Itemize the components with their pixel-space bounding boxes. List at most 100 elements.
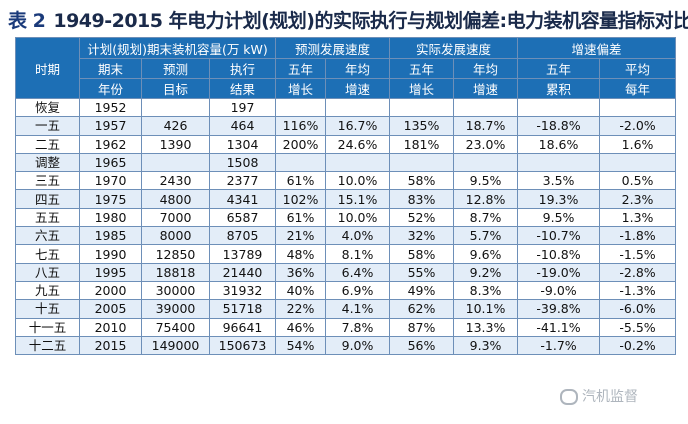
header-period: 时期 [15,37,80,99]
cell-a5: 87% [389,317,455,337]
table-row: 二五 1962 1390 1304 200% 24.6% 181% 23.0% 18.6% 1.6… [15,134,677,154]
table-row: 八五 1995 18818 21440 36% 6.4% 55% 9.2% -19.0% -2.8… [15,262,677,282]
cell-davg [599,152,677,173]
table-number: 表 2 [8,10,46,32]
header-group-forecast: 预测发展速度 [274,37,391,59]
cell-year: 2000 [79,280,142,301]
cell-davg: 0.5% [599,171,677,191]
watermark: 汽机监督 [560,386,670,410]
cell-a5: 58% [389,244,455,264]
cell-year: 2010 [79,317,142,337]
cell-davg: -1.8% [599,226,677,246]
cell-target: 7000 [141,207,210,228]
cell-aavg: 8.3% [453,280,519,301]
cell-dcum: -1.7% [517,335,601,356]
cell-f5: 22% [275,299,326,319]
table-row: 四五 1975 4800 4341 102% 15.1% 83% 12.8% 19.3% 2.3% [15,189,677,209]
cell-f5 [275,152,326,173]
cell-target: 30000 [141,280,210,301]
cell-result: 21440 [209,262,276,282]
header-group-capacity: 计划(规划)期末装机容量(万 kW) [79,37,276,59]
table-row: 调整 1965 1508 [15,152,677,173]
cell-target: 426 [141,116,210,136]
header-target-line1: 预测 [162,62,188,77]
cell-result: 1304 [209,134,276,154]
cell-dcum: -39.8% [517,299,601,319]
cell-result: 4341 [209,189,276,209]
cell-favg: 24.6% [324,134,391,154]
header-year-line2: 年份 [79,78,142,99]
cell-result: 13789 [209,244,276,264]
cell-year: 1995 [79,262,142,282]
cell-a5: 55% [389,262,455,282]
cell-favg [324,152,391,173]
cell-a5: 32% [389,226,455,246]
cell-aavg: 18.7% [453,116,519,136]
cell-aavg: 13.3% [453,317,519,337]
cell-favg: 6.9% [324,280,391,301]
cell-year: 1965 [79,152,142,173]
cell-year: 1990 [79,244,142,264]
cell-result: 1508 [209,152,276,173]
cell-davg: 2.3% [599,189,677,209]
cell-a5: 56% [389,335,455,356]
cell-period: 十一五 [15,317,80,337]
cell-favg: 7.8% [324,317,391,337]
cell-dcum: -18.8% [517,116,601,136]
table-row: 十二五 2015 149000 150673 54% 9.0% 56% 9.3% -1.7% -0… [15,335,677,356]
cell-aavg: 23.0% [453,134,519,154]
cell-davg: -0.2% [599,335,677,356]
cell-f5: 102% [275,189,326,209]
cell-target: 1390 [141,134,210,154]
cell-favg: 6.4% [324,262,391,282]
header-aavg-line1: 年均 [473,62,499,77]
header-result-line2: 结果 [209,78,276,99]
cell-davg: 1.3% [599,207,677,228]
cell-favg [324,97,391,118]
cell-target [141,152,210,173]
header-year-line1: 期末 [97,62,123,77]
cell-dcum: 18.6% [517,134,601,154]
cell-dcum: -10.7% [517,226,601,246]
cell-result: 150673 [209,335,276,356]
cell-year: 2005 [79,299,142,319]
cell-dcum: 9.5% [517,207,601,228]
cell-davg: -1.3% [599,280,677,301]
cell-f5: 46% [275,317,326,337]
cell-f5: 61% [275,207,326,228]
header-davg: 平均 [599,58,677,79]
wechat-icon [560,389,578,405]
cell-year: 1957 [79,116,142,136]
cell-f5: 40% [275,280,326,301]
table-row: 三五 1970 2430 2377 61% 10.0% 58% 9.5% 3.5% 0.5% [15,171,677,191]
table-title: 表 2 1949-2015 年电力计划(规划)的实际执行与规划偏差:电力装机容量指… [8,6,688,34]
header-favg-line2: 增速 [324,78,391,99]
cell-aavg: 5.7% [453,226,519,246]
cell-result: 31932 [209,280,276,301]
cell-favg: 8.1% [324,244,391,264]
cell-davg: -6.0% [599,299,677,319]
cell-a5: 58% [389,171,455,191]
cell-period: 三五 [15,171,80,191]
cell-period: 五五 [15,207,80,228]
cell-aavg: 9.2% [453,262,519,282]
cell-dcum: -10.8% [517,244,601,264]
cell-result: 197 [209,97,276,118]
cell-period: 四五 [15,189,80,209]
cell-favg: 15.1% [324,189,391,209]
cell-aavg [453,152,519,173]
cell-f5: 21% [275,226,326,246]
table-row: 恢复 1952 197 [15,97,677,118]
cell-year: 1985 [79,226,142,246]
capacity-comparison-table: 时期 计划(规划)期末装机容量(万 kW) 预测发展速度 实际发展速度 增速偏差… [15,37,677,356]
cell-year: 2015 [79,335,142,356]
cell-davg: -2.0% [599,116,677,136]
cell-result: 96641 [209,317,276,337]
cell-a5: 181% [389,134,455,154]
cell-aavg: 9.6% [453,244,519,264]
cell-period: 七五 [15,244,80,264]
cell-aavg: 9.3% [453,335,519,356]
cell-period: 一五 [15,116,80,136]
cell-a5 [389,97,455,118]
header-aavg: 年均 [453,58,519,79]
